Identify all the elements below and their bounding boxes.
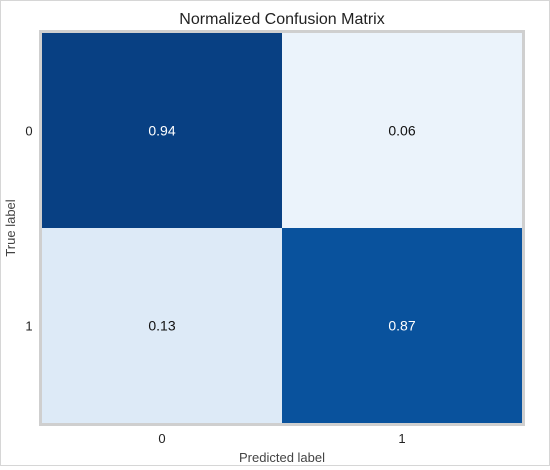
matrix-cell-r1-c0 [42, 228, 282, 423]
matrix-cells [42, 33, 522, 423]
y-tick-label: 1 [25, 319, 32, 334]
cell-value-label: 0.87 [388, 318, 415, 334]
matrix-cell-labels: 0.94 0.06 0.13 0.87 [148, 123, 415, 334]
chart-title: Normalized Confusion Matrix [179, 11, 384, 28]
y-tick-label: 0 [25, 124, 32, 139]
cell-value-label: 0.06 [388, 123, 415, 139]
cell-value-label: 0.94 [148, 123, 175, 139]
matrix-cell-r0-c0 [42, 33, 282, 228]
matrix-cell-r0-c1 [282, 33, 522, 228]
x-tick-label: 1 [398, 431, 405, 446]
cell-value-label: 0.13 [148, 318, 175, 334]
x-tick-label: 0 [158, 431, 165, 446]
y-axis-label: True label [3, 199, 18, 256]
matrix-cell-r1-c1 [282, 228, 522, 423]
y-axis-ticks: 01 [25, 124, 32, 334]
x-axis-label: Predicted label [239, 450, 325, 465]
